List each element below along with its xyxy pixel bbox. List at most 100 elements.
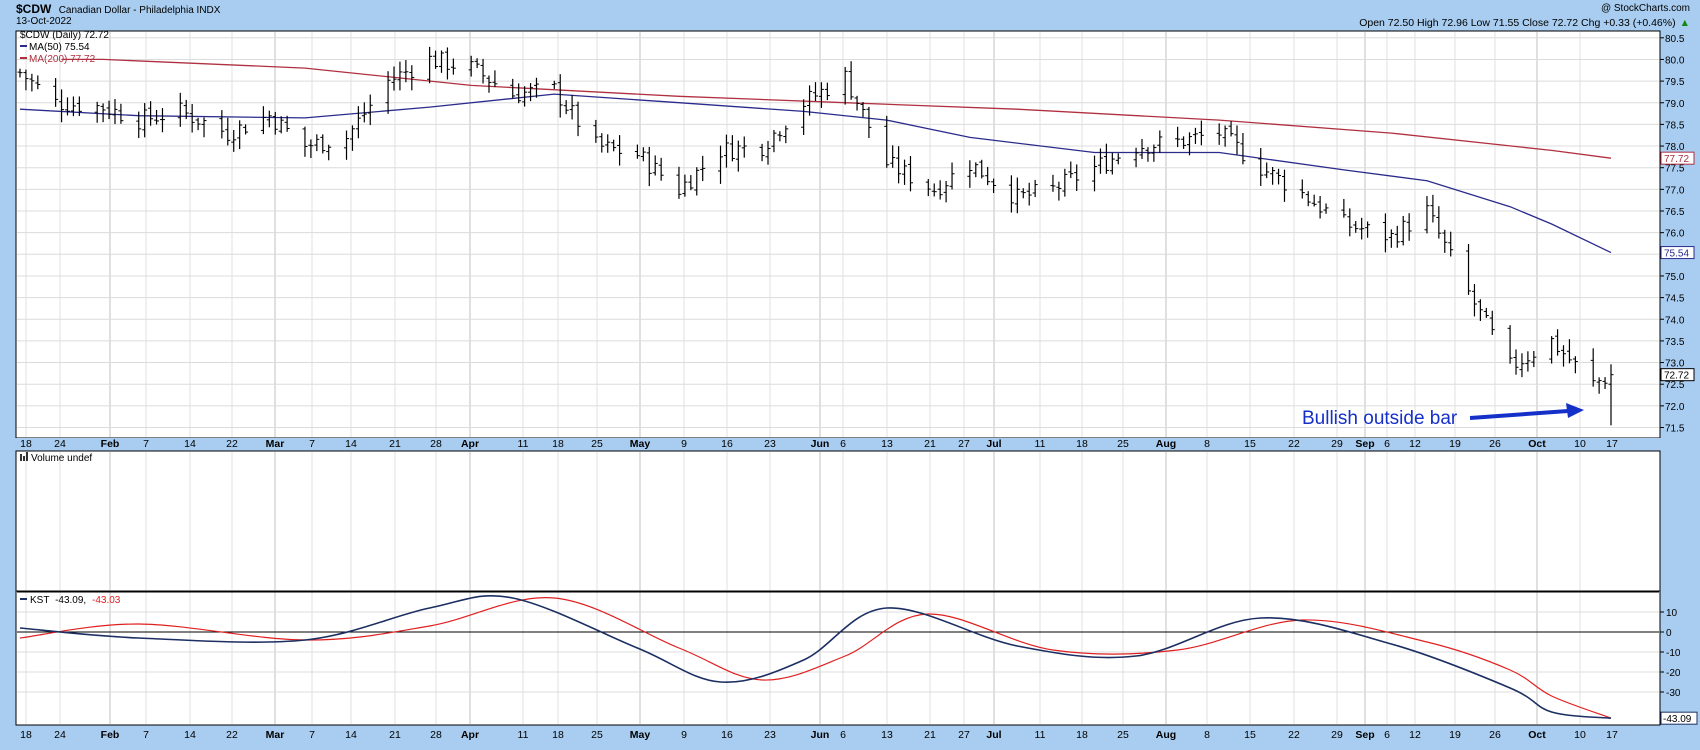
x-axis-label: 8 xyxy=(1204,438,1210,450)
price-tick-label: 73.0 xyxy=(1665,359,1685,370)
price-bars xyxy=(17,46,1614,426)
x-axis-label: Jul xyxy=(986,438,1001,450)
price-tick-label: 79.0 xyxy=(1665,99,1685,110)
x-axis-label: 7 xyxy=(143,438,149,450)
legend-kst: KST -43.09, -43.03 xyxy=(30,595,121,606)
kst-legend: KST -43.09, -43.03 xyxy=(20,595,121,606)
x-axis-label: 15 xyxy=(1244,438,1256,450)
kst-tick-label: -20 xyxy=(1666,668,1681,679)
volume-panel xyxy=(15,450,1661,592)
x-axis-label: 21 xyxy=(389,438,401,450)
x-axis-label: 29 xyxy=(1331,729,1343,741)
kst-grid xyxy=(17,591,1659,724)
x-axis-label: 28 xyxy=(430,438,442,450)
symbol-title: $CDW Canadian Dollar - Philadelphia INDX xyxy=(16,2,221,16)
x-axis-label: May xyxy=(630,438,651,450)
kst-line xyxy=(19,594,1612,719)
x-axis-label: 18 xyxy=(1076,438,1088,450)
x-axis-label: Oct xyxy=(1528,438,1546,450)
volume-label: Volume undef xyxy=(31,453,92,464)
x-axis-label: 26 xyxy=(1489,729,1501,741)
x-axis-label: 15 xyxy=(1244,729,1256,741)
x-axis-label: 13 xyxy=(881,438,893,450)
kst-lines xyxy=(19,594,1612,719)
price-tick-label: 77.0 xyxy=(1665,185,1685,196)
kst-signal-line xyxy=(19,597,1612,719)
x-axis-label: 11 xyxy=(518,438,529,450)
x-axis-label: Jun xyxy=(811,729,830,741)
x-axis-label: 13 xyxy=(881,729,893,741)
legend-ma200: MA(200) 77.72 xyxy=(29,54,96,65)
annotation-arrow-head xyxy=(1566,403,1584,418)
price-grid xyxy=(17,32,1659,437)
x-axis-label: 18 xyxy=(20,438,32,450)
x-axis-label: Jul xyxy=(986,729,1001,741)
price-tick-label: 79.5 xyxy=(1665,77,1685,88)
x-axis-label: 8 xyxy=(1204,729,1210,741)
x-axis-label: Sep xyxy=(1355,729,1374,741)
x-axis-label: 6 xyxy=(840,729,846,741)
x-axis-label: 17 xyxy=(1606,729,1618,741)
x-axis-label: 27 xyxy=(958,438,970,450)
x-axis-label: 10 xyxy=(1574,438,1586,450)
instrument-name: Canadian Dollar - Philadelphia INDX xyxy=(59,5,221,16)
x-axis-labels-bottom: 18 24 Feb 7 14 22 Mar 7 14 21 28 Apr 11 18 25 May 9 16 23 J… xyxy=(20,729,1618,741)
x-axis-label: 7 xyxy=(143,729,149,741)
kst-tick-label: -10 xyxy=(1666,648,1681,659)
x-axis-label: Oct xyxy=(1528,729,1546,741)
stockcharts-credit: @ StockCharts.com xyxy=(1601,3,1690,14)
x-axis-label: 25 xyxy=(591,729,603,741)
x-axis-label: Mar xyxy=(266,438,285,450)
kst-axis: 10 0 -10 -20 -30 -43.09 xyxy=(1660,608,1698,725)
x-axis-label: 14 xyxy=(184,729,196,741)
x-axis-label: 14 xyxy=(184,438,196,450)
x-axis-label: 21 xyxy=(924,438,936,450)
x-axis-label: 10 xyxy=(1574,729,1586,741)
volume-icon-bar-1 xyxy=(20,454,22,461)
x-axis-label: 16 xyxy=(721,438,733,450)
x-axis-label: 7 xyxy=(309,438,315,450)
x-axis-label: 25 xyxy=(591,438,603,450)
x-axis-label: 24 xyxy=(54,729,66,741)
price-tick-label: 80.0 xyxy=(1665,55,1685,66)
price-tick-label: 74.0 xyxy=(1665,315,1685,326)
legend-ma50: MA(50) 75.54 xyxy=(29,42,90,53)
kst-tick-label: -30 xyxy=(1666,688,1681,699)
legend-kst-label: KST xyxy=(30,595,49,606)
x-axis-label: 18 xyxy=(552,438,564,450)
x-axis-label: Mar xyxy=(266,729,285,741)
x-axis-label: Jun xyxy=(811,438,830,450)
x-axis-label: 29 xyxy=(1331,438,1343,450)
kst-flag xyxy=(1660,711,1698,725)
price-tick-label: 72.0 xyxy=(1665,402,1685,413)
price-flag-label: 77.72 xyxy=(1664,154,1689,165)
x-axis-label: Feb xyxy=(101,729,120,741)
x-axis-label: 22 xyxy=(226,438,238,450)
kst-tick-label: 10 xyxy=(1666,608,1678,619)
price-flag-close xyxy=(1660,368,1695,382)
price-tick-label: 73.5 xyxy=(1665,337,1685,348)
annotation-arrow xyxy=(1469,403,1584,420)
annotation-text: Bullish outside bar xyxy=(1302,408,1458,429)
x-axis-label: 6 xyxy=(1384,438,1390,450)
price-tick-label: 77.5 xyxy=(1665,164,1685,175)
symbol: $CDW xyxy=(16,2,52,16)
x-axis-label: 11 xyxy=(1035,438,1046,450)
price-flag-ma200 xyxy=(1660,151,1695,165)
price-tick-label: 76.5 xyxy=(1665,207,1685,218)
x-axis-label: Sep xyxy=(1355,438,1374,450)
x-axis-label: Aug xyxy=(1156,729,1176,741)
x-axis-label: 18 xyxy=(552,729,564,741)
chart-date: 13-Oct-2022 xyxy=(16,16,72,27)
x-axis-label: 22 xyxy=(1288,438,1300,450)
price-flag-label: 75.54 xyxy=(1664,249,1689,260)
ohlc-summary: Open 72.50 High 72.96 Low 71.55 Close 72… xyxy=(1359,17,1690,29)
legend-price: $CDW (Daily) 72.72 xyxy=(20,30,109,41)
x-axis-label: 22 xyxy=(226,729,238,741)
x-axis-label: 7 xyxy=(309,729,315,741)
volume-icon-bar-2 xyxy=(23,456,25,461)
x-axis-label: 14 xyxy=(345,729,357,741)
x-axis-label: 6 xyxy=(1384,729,1390,741)
volume-icon-bar-3 xyxy=(26,452,28,461)
